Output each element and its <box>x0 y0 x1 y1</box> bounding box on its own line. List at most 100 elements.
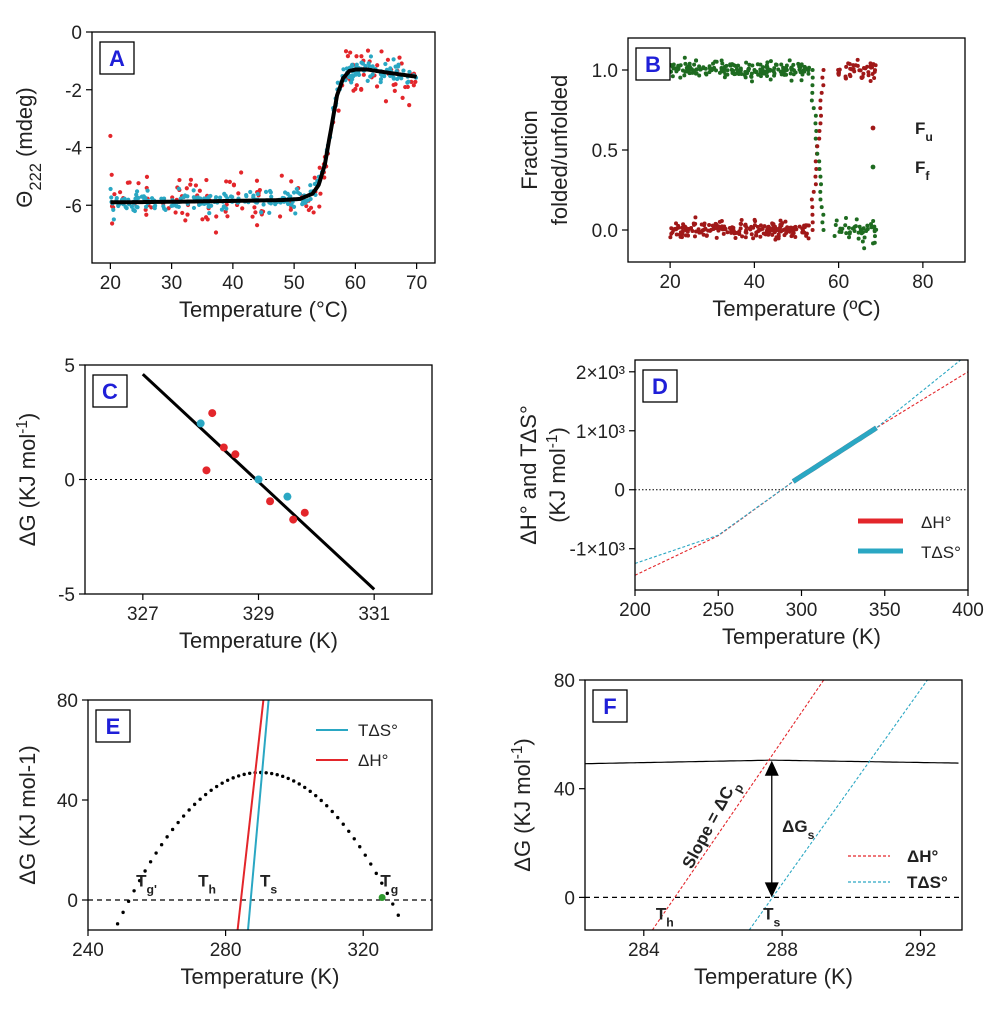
y-axis-label-line: Fraction <box>517 110 542 189</box>
data-point-cyan <box>378 80 383 85</box>
data-point-red <box>354 54 359 59</box>
data-point-cyan <box>293 211 298 216</box>
data-point-cyan <box>123 204 128 210</box>
series-line-dashed <box>748 680 928 930</box>
data-point-Fu <box>754 230 759 235</box>
x-tick-label: 250 <box>702 600 734 621</box>
data-point-Fu <box>686 233 691 238</box>
data-point-Ff <box>734 67 739 72</box>
data-point-Fu <box>707 223 712 228</box>
data-point-Ff <box>768 59 773 64</box>
data-point-Fu <box>743 223 748 228</box>
data-point-cyan <box>196 419 205 428</box>
data-point-Fu <box>817 128 822 133</box>
dg-curve-dot <box>165 835 169 839</box>
data-point-Ff <box>791 62 796 67</box>
data-point-Fu <box>766 224 771 229</box>
dg-curve <box>585 759 959 765</box>
data-point-Fu <box>729 230 734 235</box>
data-point-Ff <box>701 66 706 71</box>
panel-C: 327 329 331 5 0 -5 Temperature (K) C ΔG (KJ mol-… <box>14 356 433 653</box>
data-point-Ff <box>703 71 708 76</box>
series-line-dashed <box>635 371 968 576</box>
data-point-cyan <box>141 194 146 199</box>
panel-label-box <box>642 369 678 403</box>
dg-curve-dot <box>236 774 241 778</box>
data-point-Ff <box>687 61 692 66</box>
data-point-cyan <box>208 193 213 199</box>
panel-B: 20 40 60 80 0.0 0.5 1.0 Temperature (ºC) B Fu Ff Fr… <box>517 37 966 321</box>
data-point-red <box>306 207 311 213</box>
data-point-Ff <box>697 64 702 69</box>
x-tick-label: 331 <box>358 604 390 625</box>
data-point-Fu <box>797 224 802 229</box>
data-point-Fu <box>868 61 873 66</box>
data-point-Ff <box>819 182 824 187</box>
y-tick-label: -1×10³ <box>570 540 625 561</box>
y-axis-label: ΔH° and TΔS° <box>516 405 541 545</box>
dg-curve-dot <box>203 792 208 797</box>
x-tick-label: 200 <box>619 600 651 621</box>
data-point-cyan <box>111 217 116 222</box>
panel-label: D <box>652 374 668 399</box>
data-point-cyan <box>109 195 114 200</box>
data-point-Ff <box>671 66 676 71</box>
y-tick-label: 1.0 <box>592 61 618 82</box>
axes-frame <box>87 699 433 931</box>
data-point-red <box>144 174 150 179</box>
data-point-red <box>409 79 414 84</box>
data-point-red <box>289 515 298 524</box>
y-tick-label: -2 <box>65 81 82 102</box>
data-point-Fu <box>837 67 842 72</box>
data-point-Fu <box>725 230 730 235</box>
data-point-Ff <box>750 63 755 68</box>
data-point-Ff <box>784 72 789 77</box>
data-point-Ff <box>774 62 779 67</box>
data-point-Fu <box>681 222 686 227</box>
dg-curve-dot <box>176 820 180 825</box>
plot-area <box>88 700 432 930</box>
dg-curve-dot <box>214 784 219 789</box>
annotation-label: Th <box>198 872 216 897</box>
data-point-cyan <box>297 191 303 197</box>
data-point-red <box>193 183 199 188</box>
x-tick-label: 40 <box>744 272 765 293</box>
data-point-cyan <box>349 80 354 85</box>
data-point-Fu <box>708 228 713 233</box>
data-point-Fu <box>813 174 818 179</box>
data-point-red <box>177 177 182 183</box>
data-point-Ff <box>678 75 683 80</box>
data-point-Fu <box>755 224 760 229</box>
y-tick-label: 0 <box>614 481 625 502</box>
panel-E: 240 280 320 0 40 80 Temperature (K) E Tg' Th Ts Tg T… <box>15 691 433 989</box>
data-point-Ff <box>771 68 776 73</box>
plot-area <box>108 48 419 235</box>
data-point-red <box>317 204 322 209</box>
data-point-Ff <box>799 62 804 67</box>
data-point-red <box>383 99 389 104</box>
dg-curve-dot <box>154 851 158 855</box>
y-axis-label: Θ222 (mdeg) <box>12 87 45 207</box>
data-point-Fu <box>870 65 875 70</box>
data-point-Ff <box>759 68 764 73</box>
data-point-cyan <box>196 202 202 208</box>
dg-curve-dot <box>269 771 274 776</box>
data-point-cyan <box>396 64 401 69</box>
data-point-red <box>184 186 189 191</box>
y-tick-label: 40 <box>57 791 78 812</box>
x-tick-label: 20 <box>660 272 681 293</box>
plot-area <box>635 360 968 576</box>
series-line <box>247 700 270 930</box>
dg-curve-dot <box>121 910 125 915</box>
data-point-Fu <box>740 234 745 239</box>
data-point-red <box>375 63 380 68</box>
data-point-red <box>219 443 228 452</box>
data-point-Fu <box>818 106 823 111</box>
data-point-Fu <box>722 227 727 232</box>
data-point-red <box>359 87 364 92</box>
data-point-Ff <box>789 78 794 83</box>
data-point-Fu <box>674 227 679 232</box>
data-point-Ff <box>803 65 808 70</box>
annotation-label: Ts <box>260 872 277 897</box>
data-point-cyan <box>222 205 227 210</box>
